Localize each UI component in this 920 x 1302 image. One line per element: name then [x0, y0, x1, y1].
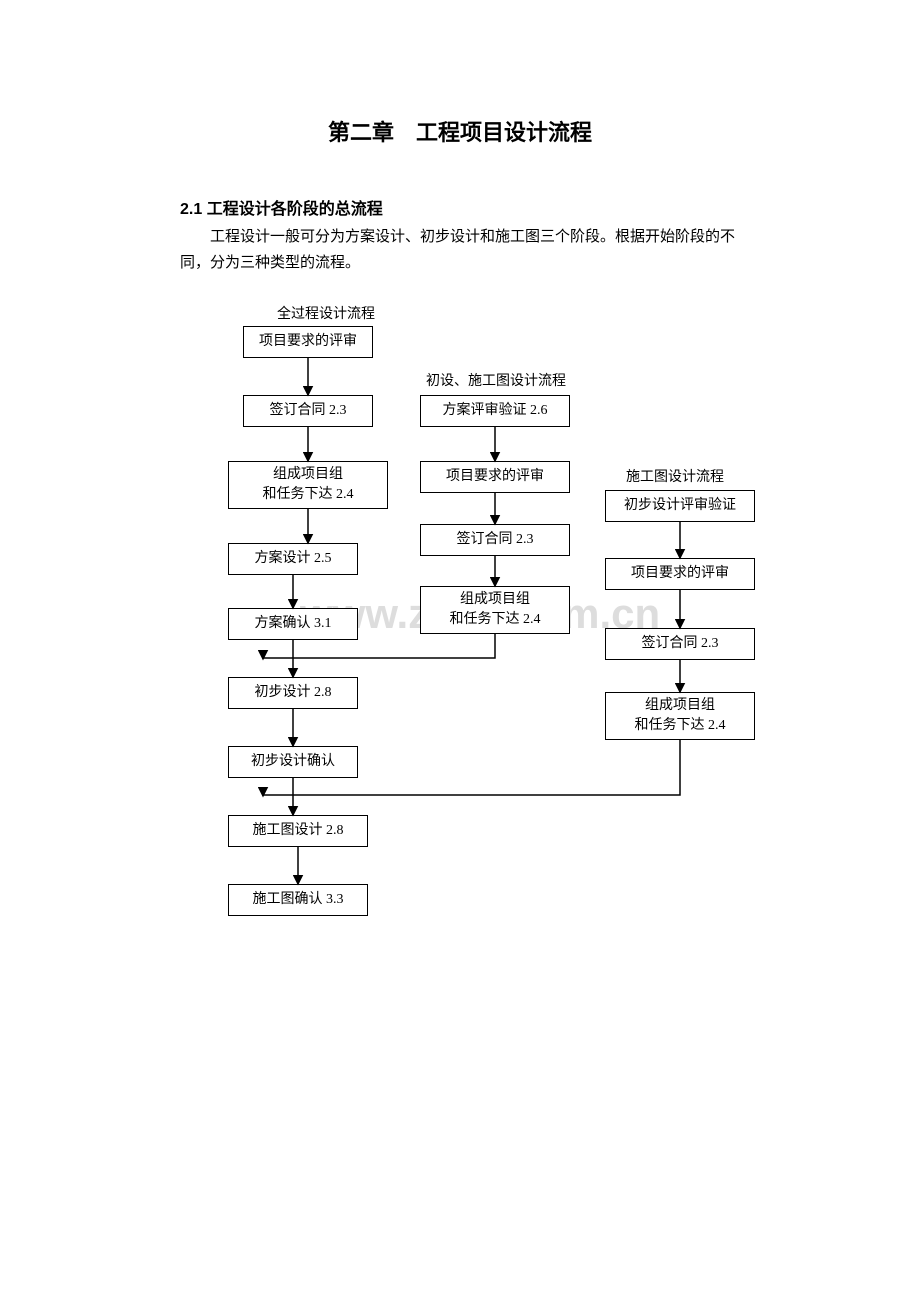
- flowchart-connectors: [0, 0, 920, 1302]
- flow-heading-h3: 施工图设计流程: [605, 466, 745, 486]
- flow-box-c2: 项目要求的评审: [605, 558, 755, 590]
- flow-box-b3: 签订合同 2.3: [420, 524, 570, 556]
- intro-paragraph: 工程设计一般可分为方案设计、初步设计和施工图三个阶段。根据开始阶段的不同，分为三…: [180, 225, 760, 276]
- flow-box-a5: 方案确认 3.1: [228, 608, 358, 640]
- section-title: 工程设计各阶段的总流程: [207, 201, 383, 218]
- chapter-title: 第二章 工程项目设计流程: [0, 115, 920, 147]
- flow-heading-h1: 全过程设计流程: [256, 303, 396, 323]
- flow-box-a7: 初步设计确认: [228, 746, 358, 778]
- flow-box-c1: 初步设计评审验证: [605, 490, 755, 522]
- section-number: 2.1: [180, 201, 202, 218]
- flow-box-a2: 签订合同 2.3: [243, 395, 373, 427]
- flow-box-c3: 签订合同 2.3: [605, 628, 755, 660]
- flow-box-b4: 组成项目组和任务下达 2.4: [420, 586, 570, 634]
- flow-box-a9: 施工图确认 3.3: [228, 884, 368, 916]
- flow-box-a1: 项目要求的评审: [243, 326, 373, 358]
- section-heading: 2.1 工程设计各阶段的总流程: [180, 195, 383, 219]
- flow-box-c4: 组成项目组和任务下达 2.4: [605, 692, 755, 740]
- flow-box-b1: 方案评审验证 2.6: [420, 395, 570, 427]
- flow-box-b2: 项目要求的评审: [420, 461, 570, 493]
- flow-box-a4: 方案设计 2.5: [228, 543, 358, 575]
- page: 第二章 工程项目设计流程 2.1 工程设计各阶段的总流程 工程设计一般可分为方案…: [0, 0, 920, 1302]
- flow-box-a3: 组成项目组和任务下达 2.4: [228, 461, 388, 509]
- flow-box-a8: 施工图设计 2.8: [228, 815, 368, 847]
- flow-heading-h2: 初设、施工图设计流程: [411, 370, 581, 390]
- flow-box-a6: 初步设计 2.8: [228, 677, 358, 709]
